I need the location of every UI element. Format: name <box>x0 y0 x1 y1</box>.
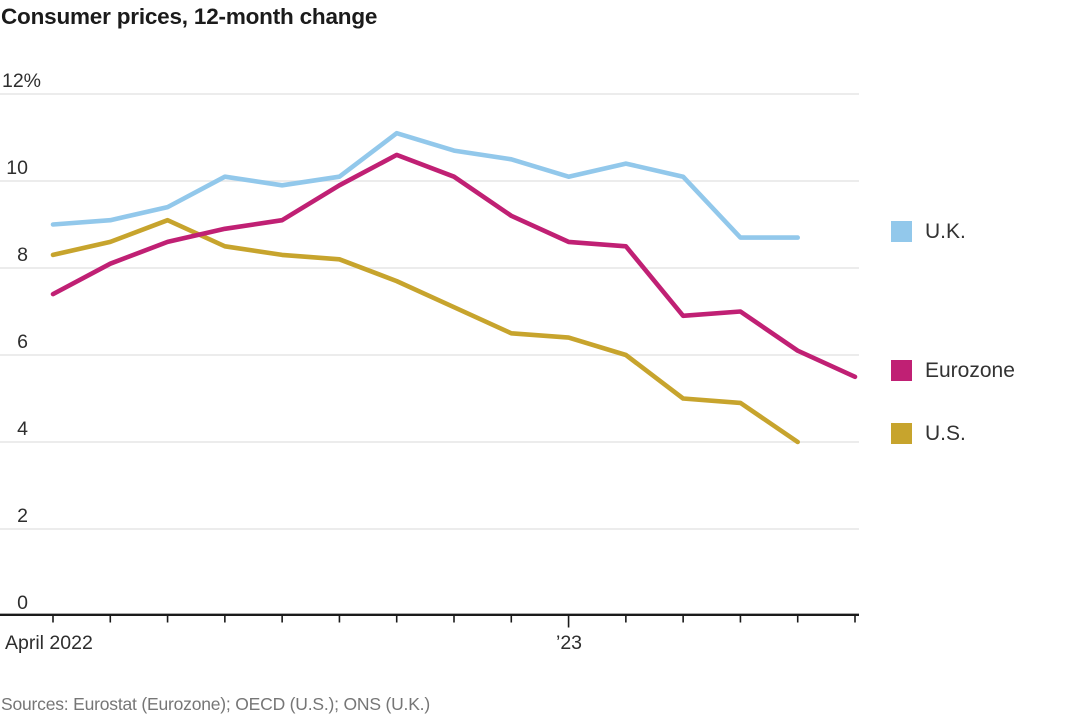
x-axis-label-start: April 2022 <box>5 632 93 654</box>
legend-label-uk: U.K. <box>925 220 966 243</box>
legend-item-us: U.S. <box>891 423 966 444</box>
y-axis-label: 10 <box>6 157 28 179</box>
y-axis-label: 0 <box>17 592 28 614</box>
legend-item-uk: U.K. <box>891 221 966 242</box>
y-axis-label: 6 <box>17 331 28 353</box>
y-axis-label: 4 <box>17 418 28 440</box>
series-line-us <box>50 217 800 445</box>
chart-title: Consumer prices, 12-month change <box>1 4 378 29</box>
legend-item-eurozone: Eurozone <box>891 360 1015 381</box>
y-axis-label: 2 <box>17 505 28 527</box>
legend-label-eurozone: Eurozone <box>925 359 1015 382</box>
y-axis-label: 12% <box>1 70 41 92</box>
series-line-uk <box>50 130 800 240</box>
source-note: Sources: Eurostat (Eurozone); OECD (U.S.… <box>1 694 430 714</box>
legend-swatch-uk <box>891 221 912 242</box>
x-axis-label-year: ’23 <box>555 632 583 654</box>
legend-swatch-eurozone <box>891 360 912 381</box>
legend-label-us: U.S. <box>925 422 966 445</box>
legend-swatch-us <box>891 423 912 444</box>
series-line-eurozone <box>50 152 858 380</box>
y-axis-label: 8 <box>17 244 28 266</box>
